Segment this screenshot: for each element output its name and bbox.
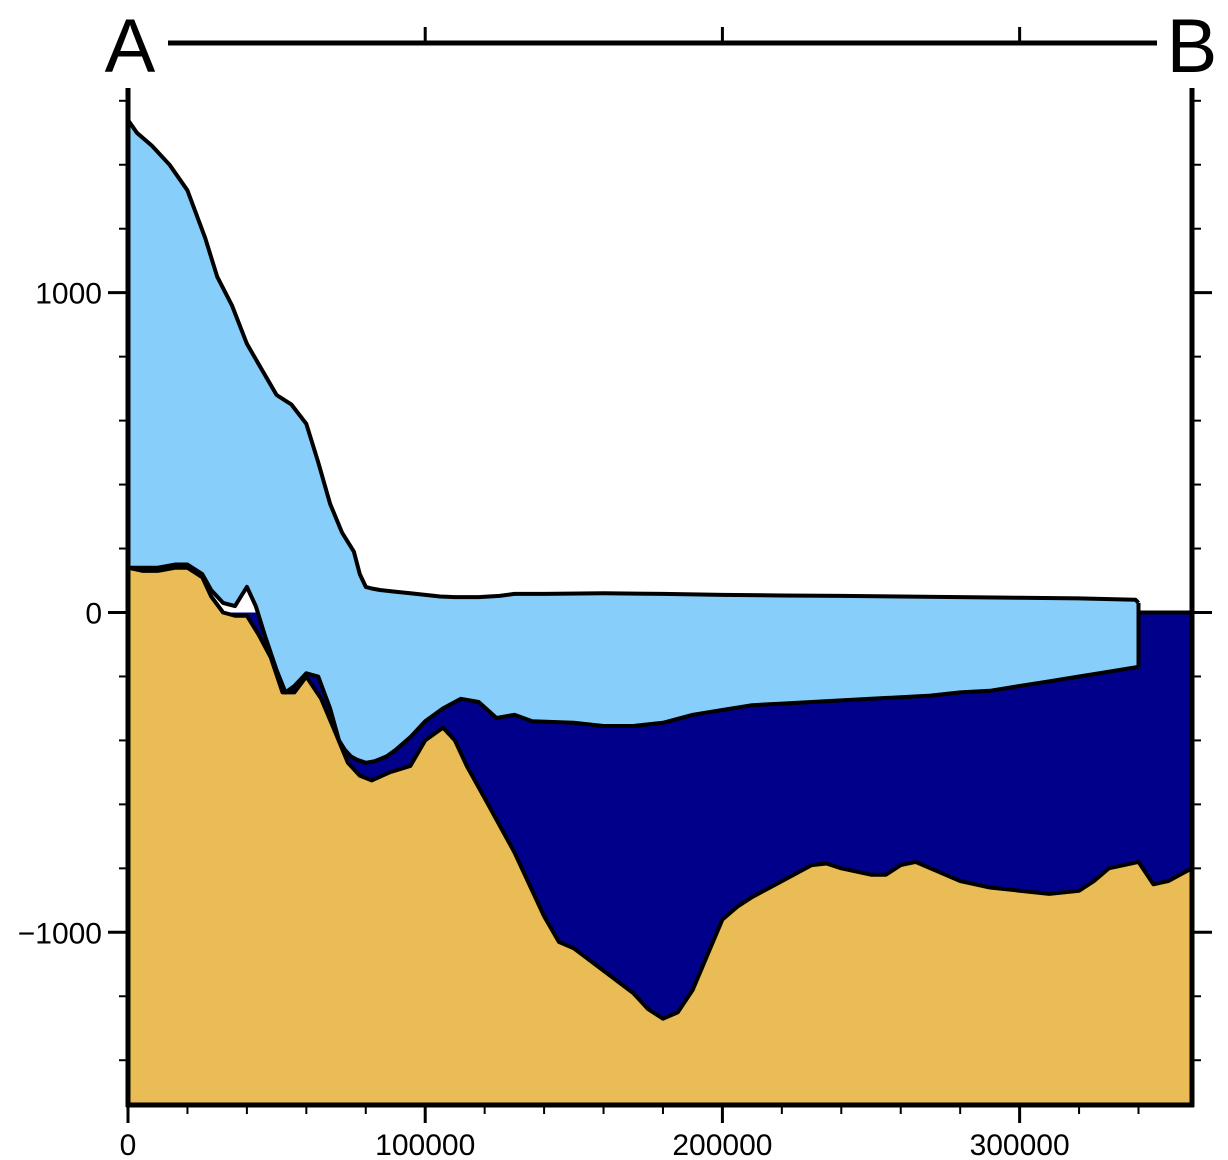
bed-line [127,565,1193,1021]
profile-end-label: B [1167,4,1218,89]
axis-tick-labels: 0 100000 200000 300000 −1000 0 1000 [18,278,1070,1160]
chart-areas [128,120,1192,1105]
profile-line: A B [105,4,1218,89]
ice-area [128,120,1139,763]
y-tick-label: −1000 [18,917,102,950]
chart-outlines [126,118,1193,1021]
axis-ticks [108,99,1212,1123]
ice-base-line [128,562,1139,765]
ice-surface-line [126,118,1140,605]
x-tick-label: 200000 [672,1129,772,1160]
y-tick-label: 1000 [35,278,102,311]
x-tick-label: 0 [120,1129,137,1160]
y-tick-label: 0 [85,597,102,630]
chart-frame [125,88,1195,1108]
x-tick-label: 100000 [375,1129,475,1160]
x-tick-label: 300000 [970,1129,1070,1160]
profile-start-label: A [105,4,156,89]
bed-area [128,567,1192,1105]
